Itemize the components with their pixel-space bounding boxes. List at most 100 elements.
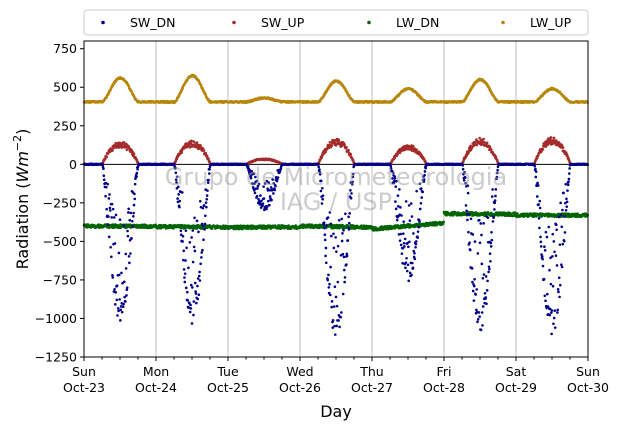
sw-dn-point [261, 202, 265, 205]
sw-dn-point [255, 194, 259, 198]
sw-dn-point [201, 248, 204, 252]
sw-dn-point [197, 230, 200, 234]
sw-dn-point [114, 303, 117, 306]
sw-up-point [337, 138, 341, 142]
sw-dn-point [113, 288, 116, 291]
sw-dn-point [179, 229, 183, 233]
sw-dn-point [329, 265, 332, 269]
sw-dn-point [127, 207, 130, 211]
sw-dn-point [118, 298, 121, 301]
sw-dn-point [196, 284, 199, 288]
sw-dn-point [107, 235, 111, 239]
series-lw-dn-points [82, 210, 589, 232]
sw-dn-point [204, 201, 208, 204]
sw-dn-point [196, 277, 200, 280]
sw-dn-point [202, 238, 205, 242]
sw-dn-point [341, 232, 344, 235]
sw-dn-point [181, 234, 185, 238]
series-lw-up-points [82, 73, 589, 104]
sw-dn-point [338, 325, 341, 329]
sw-dn-point [270, 198, 273, 202]
sw-dn-point [203, 228, 206, 231]
sw-dn-point [188, 241, 192, 244]
grid-lines [155, 41, 517, 357]
sw-dn-point [128, 261, 131, 265]
sw-dn-point [340, 311, 343, 314]
sw-dn-point [135, 175, 138, 178]
sw-dn-point [111, 207, 115, 211]
sw-dn-point [200, 251, 204, 254]
sw-dn-point [116, 307, 120, 310]
sw-up-point [105, 155, 108, 159]
sw-dn-point [186, 290, 189, 294]
sw-dn-point [260, 199, 263, 203]
sw-dn-point [106, 182, 110, 186]
sw-up-point [541, 148, 545, 151]
sw-dn-point [259, 194, 262, 197]
sw-up-point [111, 149, 114, 152]
sw-dn-point [330, 234, 333, 238]
sw-dn-point [194, 292, 198, 295]
sw-dn-point [342, 229, 345, 232]
sw-dn-point [265, 207, 268, 211]
sw-dn-point [121, 305, 125, 309]
sw-dn-point [107, 197, 111, 200]
sw-dn-point [328, 293, 332, 297]
sw-dn-point [183, 276, 186, 279]
sw-dn-point [116, 314, 119, 317]
sw-dn-point [117, 273, 121, 277]
sw-dn-point [122, 302, 125, 306]
sw-dn-point [132, 203, 136, 207]
sw-dn-point [135, 171, 139, 175]
sw-dn-point [184, 229, 188, 232]
sw-dn-point [332, 232, 335, 236]
sw-dn-point [342, 255, 346, 259]
sw-dn-point [110, 255, 113, 259]
sw-dn-point [180, 191, 184, 194]
sw-dn-point [107, 215, 110, 218]
sw-dn-point [178, 199, 182, 203]
sw-dn-point [192, 245, 196, 249]
sw-up-point [489, 148, 493, 151]
sw-dn-point [114, 213, 118, 217]
sw-dn-point [324, 246, 328, 250]
sw-dn-point [110, 216, 114, 219]
sw-dn-point [102, 178, 106, 182]
sw-dn-point [184, 259, 187, 262]
sw-dn-point [187, 266, 190, 270]
sw-dn-point [325, 224, 328, 227]
sw-dn-point [203, 222, 207, 226]
sw-dn-point [329, 222, 333, 226]
sw-dn-point [193, 249, 197, 253]
sw-dn-point [124, 300, 127, 303]
sw-dn-point [130, 219, 134, 223]
sw-dn-point [126, 211, 130, 214]
sw-dn-point [108, 206, 112, 210]
sw-dn-point [334, 236, 337, 239]
sw-dn-point [196, 297, 200, 301]
sw-dn-point [118, 218, 122, 222]
sw-dn-point [102, 174, 106, 178]
sw-up-point [552, 136, 556, 140]
sw-dn-point [182, 249, 186, 253]
sw-dn-point [340, 239, 344, 243]
sw-dn-point [132, 214, 135, 218]
sw-dn-point [345, 254, 349, 258]
sw-dn-point [323, 238, 327, 242]
sw-dn-point [112, 216, 116, 219]
sw-dn-point [327, 273, 330, 277]
sw-dn-point [120, 271, 123, 275]
sw-dn-point [189, 307, 193, 310]
sw-up-point [205, 154, 209, 158]
sw-up-point [549, 136, 553, 139]
sw-dn-point [129, 252, 132, 255]
sw-dn-point [110, 202, 114, 206]
sw-dn-point [337, 218, 341, 222]
sw-dn-point [108, 193, 111, 196]
sw-dn-point [195, 301, 198, 305]
sw-dn-point [197, 274, 201, 278]
sw-dn-point [195, 219, 199, 223]
sw-dn-point [122, 224, 126, 227]
sw-dn-point [201, 206, 205, 210]
sw-up-point [485, 141, 489, 145]
